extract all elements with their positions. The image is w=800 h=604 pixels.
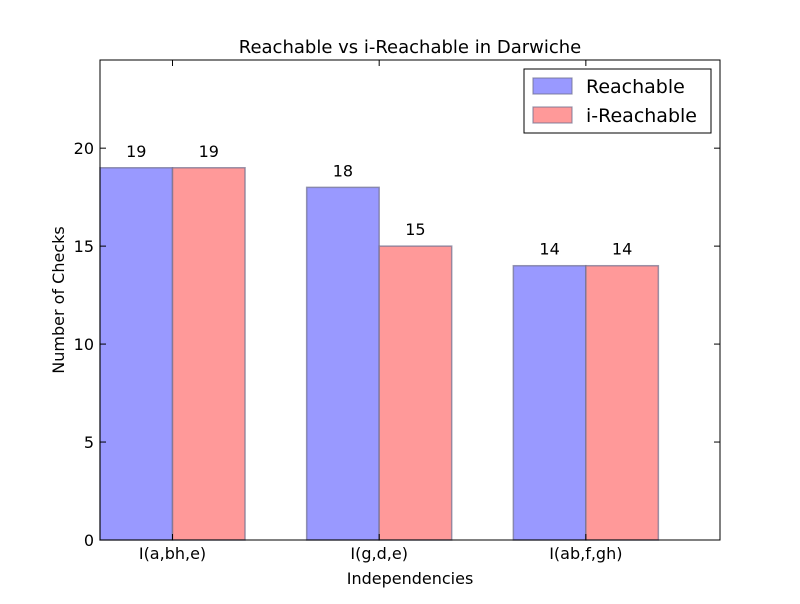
y-tick-label: 10 xyxy=(74,335,94,354)
legend-swatch-reachable xyxy=(532,77,573,95)
data-label: 15 xyxy=(405,220,425,239)
y-tick-label: 5 xyxy=(84,433,94,452)
data-label: 14 xyxy=(612,240,632,259)
legend-swatch-i-reachable xyxy=(532,106,573,124)
data-label: 19 xyxy=(126,142,146,161)
x-tick-label: I(a,bh,e) xyxy=(139,544,206,563)
y-tick-label: 0 xyxy=(84,531,94,550)
legend-label-i-reachable: i-Reachable xyxy=(586,105,697,127)
chart-title: Reachable vs i-Reachable in Darwiche xyxy=(239,37,582,58)
y-tick-label: 15 xyxy=(74,237,94,256)
x-tick-label: I(ab,f,gh) xyxy=(549,544,622,563)
data-label: 14 xyxy=(539,240,559,259)
bar-reachable-1 xyxy=(305,186,380,541)
data-label: 19 xyxy=(199,142,219,161)
bar-reachable-2 xyxy=(512,264,587,541)
legend-label-reachable: Reachable xyxy=(586,76,685,98)
bar-i-reachable-1 xyxy=(378,245,453,541)
bar-i-reachable-2 xyxy=(585,264,660,541)
bar-i-reachable-0 xyxy=(171,167,246,541)
data-label: 18 xyxy=(333,161,353,180)
bar-reachable-0 xyxy=(99,167,174,541)
x-tick-label: I(g,d,e) xyxy=(350,544,408,563)
x-axis-label: Independencies xyxy=(347,569,474,588)
plot-frame xyxy=(99,59,721,541)
y-axis-label: Number of Checks xyxy=(49,226,68,373)
y-tick-label: 20 xyxy=(74,139,94,158)
legend: Reachable i-Reachable xyxy=(523,68,712,134)
